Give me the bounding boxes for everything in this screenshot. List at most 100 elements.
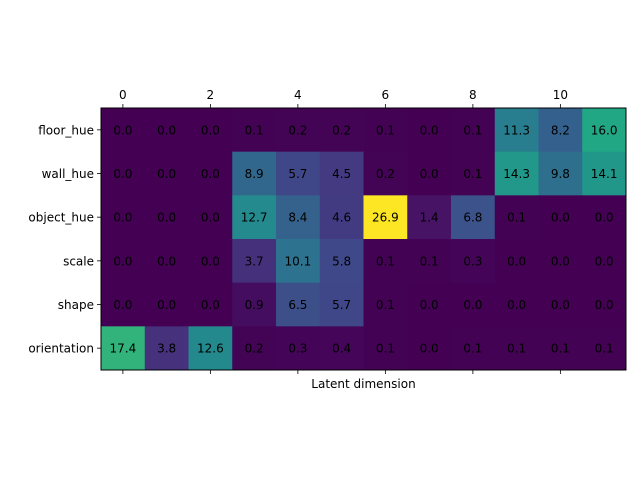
cell-value-label: 0.0	[420, 342, 439, 356]
cell-value-label: 0.0	[463, 298, 482, 312]
heatmap-cell	[407, 326, 452, 371]
cell-value-label: 0.0	[157, 211, 176, 225]
cell-value-label: 0.1	[376, 254, 395, 268]
cell-value-label: 0.1	[376, 298, 395, 312]
cell-value-label: 0.0	[113, 254, 132, 268]
y-tick-label: orientation	[28, 342, 94, 356]
cell-value-label: 0.3	[463, 254, 482, 268]
cell-value-label: 0.1	[463, 123, 482, 137]
cell-value-label: 0.1	[376, 123, 395, 137]
cell-value-label: 5.8	[332, 254, 351, 268]
x-axis-bottom-ticks	[122, 370, 561, 374]
heatmap-cell	[451, 151, 496, 196]
cell-value-label: 0.0	[595, 298, 614, 312]
heatmap-cell-labels: 0.0 0.0 0.0 0.1 0.2 0.2 0.1 0.0 0.1 11.3 8.2 16.0 0.…	[110, 123, 618, 355]
cell-value-label: 11.3	[503, 123, 530, 137]
cell-value-label: 0.2	[288, 123, 307, 137]
heatmap-cell	[407, 239, 452, 284]
cell-value-label: 14.1	[591, 167, 618, 181]
cell-value-label: 12.7	[241, 211, 268, 225]
heatmap-cell	[582, 151, 627, 196]
cell-value-label: 6.8	[463, 211, 482, 225]
cell-value-label: 9.8	[551, 167, 570, 181]
heatmap-cell	[188, 151, 233, 196]
cell-value-label: 16.0	[591, 123, 618, 137]
heatmap-cell	[582, 282, 627, 327]
cell-value-label: 0.0	[157, 167, 176, 181]
heatmap-cell	[232, 151, 277, 196]
cell-value-label: 0.0	[420, 298, 439, 312]
heatmap-cell	[319, 151, 364, 196]
heatmap-cell	[494, 326, 539, 371]
heatmap-cell	[407, 151, 452, 196]
heatmap-cell	[188, 195, 233, 240]
heatmap-cell	[101, 326, 146, 371]
cell-value-label: 0.0	[551, 211, 570, 225]
cell-value-label: 0.0	[551, 254, 570, 268]
heatmap-cell	[451, 195, 496, 240]
cell-value-label: 4.5	[332, 167, 351, 181]
cell-value-label: 0.0	[201, 298, 220, 312]
y-tick-label: shape	[58, 298, 94, 312]
heatmap-cell	[538, 326, 583, 371]
cell-value-label: 3.7	[245, 254, 264, 268]
cell-value-label: 12.6	[197, 342, 224, 356]
heatmap-cell	[363, 239, 408, 284]
cell-value-label: 0.0	[113, 211, 132, 225]
cell-value-label: 0.2	[332, 123, 351, 137]
cell-value-label: 0.0	[157, 254, 176, 268]
cell-value-label: 0.2	[245, 342, 264, 356]
cell-value-label: 17.4	[110, 342, 137, 356]
x-tick-label: 0	[119, 88, 127, 102]
cell-value-label: 8.4	[288, 211, 307, 225]
cell-value-label: 0.1	[463, 167, 482, 181]
heatmap-cell	[538, 108, 583, 153]
heatmap-cell	[538, 195, 583, 240]
heatmap-cell	[319, 239, 364, 284]
heatmap-cell	[188, 239, 233, 284]
cell-value-label: 0.0	[157, 123, 176, 137]
cell-value-label: 0.1	[376, 342, 395, 356]
heatmap-cell	[582, 108, 627, 153]
heatmap-cell	[494, 239, 539, 284]
cell-value-label: 26.9	[372, 211, 399, 225]
cell-value-label: 0.1	[595, 342, 614, 356]
heatmap-cell	[101, 108, 146, 153]
x-axis-label: Latent dimension	[311, 377, 415, 391]
heatmap-cell	[232, 239, 277, 284]
heatmap-cell	[363, 195, 408, 240]
heatmap-cells	[101, 108, 627, 371]
cell-value-label: 1.4	[420, 211, 439, 225]
cell-value-label: 14.3	[503, 167, 530, 181]
cell-value-label: 0.0	[113, 123, 132, 137]
plot-frame	[100, 107, 627, 371]
cell-value-label: 0.1	[507, 211, 526, 225]
cell-value-label: 8.9	[245, 167, 264, 181]
heatmap-cell	[232, 282, 277, 327]
heatmap-cell	[363, 108, 408, 153]
cell-value-label: 0.0	[201, 167, 220, 181]
cell-value-label: 0.2	[376, 167, 395, 181]
heatmap-cell	[144, 326, 189, 371]
x-tick-label: 10	[553, 88, 568, 102]
heatmap-cell	[451, 239, 496, 284]
cell-value-label: 0.0	[201, 123, 220, 137]
heatmap-cell	[188, 282, 233, 327]
heatmap-cell	[451, 282, 496, 327]
cell-value-label: 0.0	[595, 254, 614, 268]
y-tick-label: object_hue	[28, 211, 94, 225]
heatmap-cell	[407, 108, 452, 153]
heatmap-cell	[363, 282, 408, 327]
heatmap-cell	[319, 326, 364, 371]
cell-value-label: 0.1	[463, 342, 482, 356]
heatmap-cell	[276, 108, 321, 153]
cell-value-label: 0.0	[420, 123, 439, 137]
heatmap-cell	[276, 239, 321, 284]
heatmap-cell	[144, 239, 189, 284]
cell-value-label: 0.0	[113, 298, 132, 312]
heatmap-cell	[494, 282, 539, 327]
cell-value-label: 0.0	[157, 298, 176, 312]
heatmap-cell	[494, 108, 539, 153]
heatmap-cell	[407, 195, 452, 240]
heatmap-cell	[232, 108, 277, 153]
